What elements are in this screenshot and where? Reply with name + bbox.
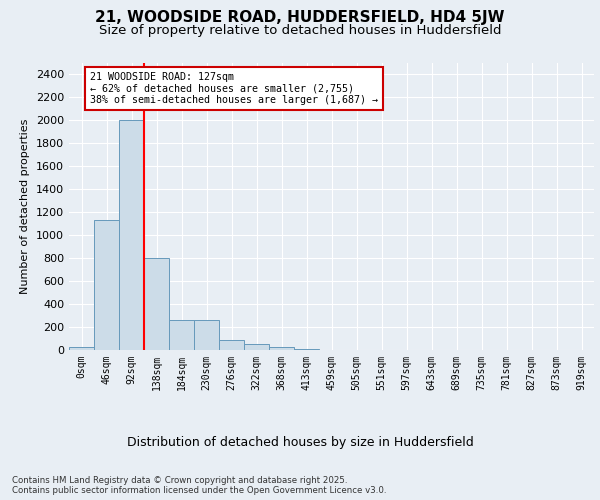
Bar bbox=[69, 346, 94, 350]
Bar bbox=[294, 349, 319, 350]
Bar bbox=[144, 258, 169, 350]
Bar bbox=[169, 320, 194, 350]
Bar bbox=[194, 320, 219, 350]
Bar bbox=[269, 347, 294, 350]
Bar bbox=[119, 120, 144, 350]
Text: Contains HM Land Registry data © Crown copyright and database right 2025.
Contai: Contains HM Land Registry data © Crown c… bbox=[12, 476, 386, 495]
Text: Distribution of detached houses by size in Huddersfield: Distribution of detached houses by size … bbox=[127, 436, 473, 449]
Text: Size of property relative to detached houses in Huddersfield: Size of property relative to detached ho… bbox=[99, 24, 501, 37]
Bar bbox=[244, 344, 269, 350]
Bar bbox=[94, 220, 119, 350]
Text: 21, WOODSIDE ROAD, HUDDERSFIELD, HD4 5JW: 21, WOODSIDE ROAD, HUDDERSFIELD, HD4 5JW bbox=[95, 10, 505, 25]
Y-axis label: Number of detached properties: Number of detached properties bbox=[20, 118, 31, 294]
Bar bbox=[219, 340, 244, 350]
Text: 21 WOODSIDE ROAD: 127sqm
← 62% of detached houses are smaller (2,755)
38% of sem: 21 WOODSIDE ROAD: 127sqm ← 62% of detach… bbox=[90, 72, 378, 105]
